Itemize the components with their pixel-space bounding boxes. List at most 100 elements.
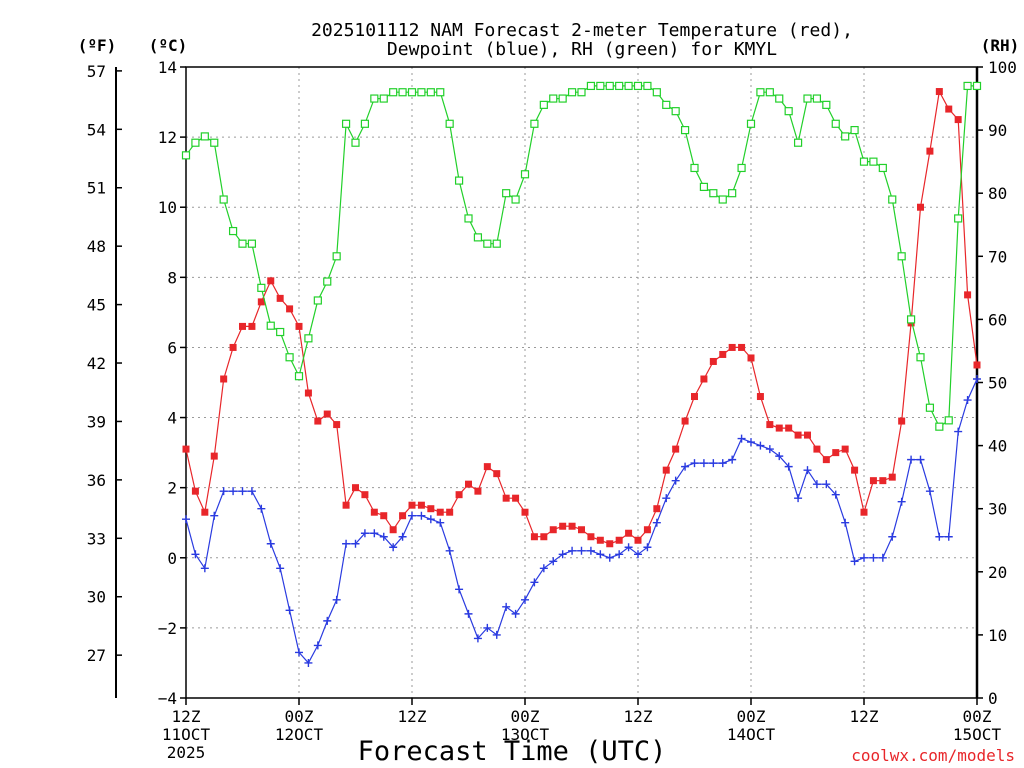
rh-axis: 0 10 20 30 40 50 60 70 80 90 100 [977,58,1017,708]
celsius-tick-label: −4 [158,689,177,708]
data-point [812,94,822,103]
data-point [417,511,426,520]
celsius-tick-label: 14 [158,58,177,77]
data-point [257,504,266,513]
data-point [832,449,840,457]
data-point [323,616,332,625]
celsius-tick-label: −2 [158,619,177,638]
data-point [652,518,661,527]
data-point [436,518,445,527]
data-point [464,214,473,223]
data-point [182,515,190,524]
data-point [964,291,972,299]
data-point [690,459,699,468]
data-point [210,138,219,147]
fahrenheit-axis: 27 30 33 36 39 42 45 48 51 54 57 [87,62,122,665]
data-point [446,508,454,516]
data-point [737,434,746,443]
data-point [643,81,652,91]
data-point [370,508,378,516]
data-point [558,94,567,103]
chart-title: 2025101112 NAM Forecast 2-meter Temperat… [311,20,853,60]
fahrenheit-unit-label: (ºF) [78,36,117,55]
data-point [530,578,539,587]
series-rh [181,81,982,431]
data-point [361,491,369,499]
data-point [492,239,501,248]
fahrenheit-tick-label: 33 [87,529,106,548]
data-point [465,480,472,488]
data-point [360,529,369,538]
data-point [634,536,642,544]
data-point [850,557,859,566]
data-point [615,550,624,559]
data-point [944,532,953,541]
data-point [539,100,548,109]
data-point [399,512,407,520]
data-point [219,487,228,496]
celsius-tick-label: 8 [167,268,177,287]
data-point [483,623,492,632]
data-point [662,494,671,503]
data-point [398,88,407,97]
data-point [606,540,614,548]
data-point [917,203,924,211]
data-point [662,100,671,109]
data-point [200,564,209,573]
data-point [671,107,680,116]
data-point [567,88,577,97]
data-point [483,239,492,248]
data-point [945,105,953,113]
data-point [521,595,529,604]
data-point [869,157,878,166]
fahrenheit-tick-label: 27 [87,646,106,665]
data-point [804,431,811,439]
time-tick-label: 15OCT [953,725,1002,744]
data-point [897,497,906,506]
data-point [926,147,934,155]
data-point [229,343,237,351]
fahrenheit-tick-label: 42 [87,354,106,373]
data-point [822,100,831,109]
data-point [540,533,548,541]
data-point [219,195,228,204]
data-point [878,553,887,562]
data-point [379,94,388,103]
data-point [181,151,191,160]
data-point [210,452,218,460]
data-point [625,529,633,537]
data-point [803,94,812,103]
data-point [756,88,765,97]
data-point [878,163,887,173]
celsius-tick-label: 0 [167,549,177,568]
data-point [549,94,558,103]
data-point [860,553,868,562]
data-point [370,94,379,103]
data-point [257,283,266,292]
data-point [341,119,351,128]
data-point [586,546,595,555]
data-point [549,526,557,534]
data-point [473,634,482,643]
data-point [493,470,501,478]
data-point [332,595,341,604]
data-point [577,546,586,555]
data-point [360,119,370,128]
data-point [455,491,463,499]
data-point [201,508,209,516]
celsius-tick-label: 2 [167,479,177,498]
data-point [483,463,491,471]
data-point [238,239,247,248]
data-point [935,88,943,96]
data-point [285,353,294,362]
data-point [389,88,398,97]
data-point [719,350,727,358]
data-point [935,532,944,541]
data-point [954,427,963,436]
data-point [775,94,784,103]
data-point [624,81,633,91]
celsius-unit-label: (ºC) [149,36,188,55]
data-point [191,550,200,559]
data-point [822,480,831,489]
data-point [718,459,727,468]
